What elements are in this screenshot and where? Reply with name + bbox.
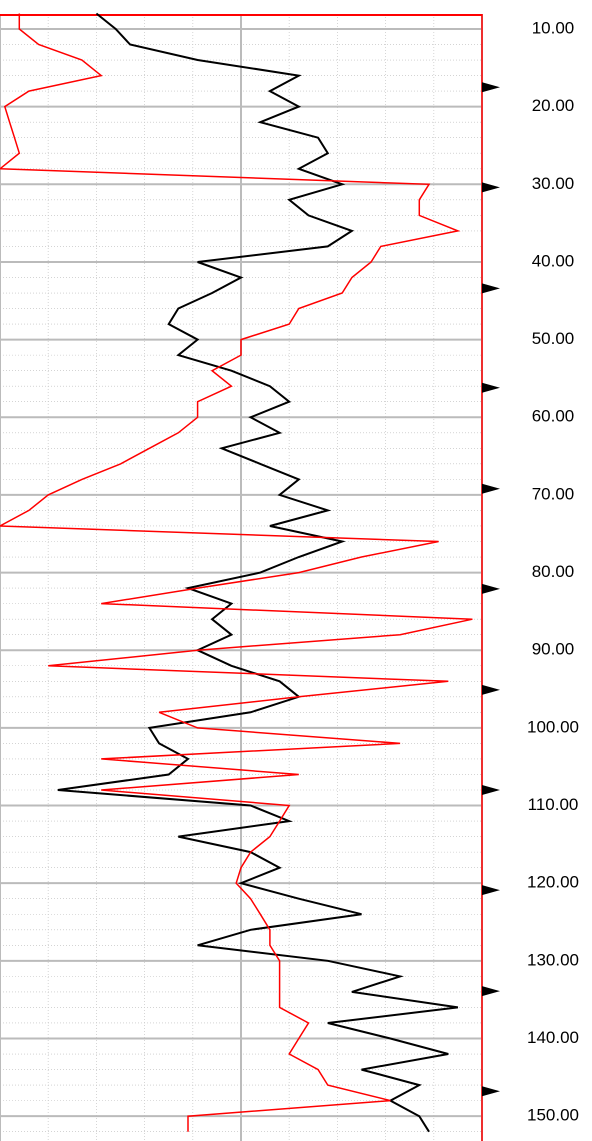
y-tick-label: 110.00 — [528, 795, 579, 814]
y-tick-label: 40.00 — [532, 251, 575, 270]
y-tick-label: 150.00 — [527, 1106, 579, 1125]
depth-marker — [482, 1086, 500, 1097]
depth-marker — [482, 885, 500, 896]
y-tick-label: 100.00 — [527, 717, 579, 736]
depth-marker — [482, 684, 500, 695]
y-tick-label: 120.00 — [527, 873, 579, 892]
depth-marker — [482, 986, 500, 997]
depth-marker — [482, 182, 500, 193]
y-tick-label: 70.00 — [532, 484, 575, 503]
depth-marker — [482, 82, 500, 93]
depth-marker — [482, 583, 500, 594]
depth-marker — [482, 382, 500, 393]
log-curve — [0, 13, 473, 1132]
depth-marker — [482, 785, 500, 796]
y-tick-label: 60.00 — [532, 407, 575, 426]
y-tick-label: 20.00 — [532, 96, 575, 115]
depth-marker — [482, 283, 500, 294]
y-tick-label: 130.00 — [527, 950, 579, 969]
log-curve — [57, 12, 459, 1133]
y-tick-label: 90.00 — [532, 640, 575, 659]
y-tick-label: 10.00 — [532, 18, 575, 37]
depth-marker — [482, 483, 500, 494]
y-tick-label: 50.00 — [532, 329, 575, 348]
y-tick-label: 80.00 — [532, 562, 575, 581]
y-tick-label: 30.00 — [532, 174, 575, 193]
y-tick-label: 140.00 — [527, 1028, 579, 1047]
